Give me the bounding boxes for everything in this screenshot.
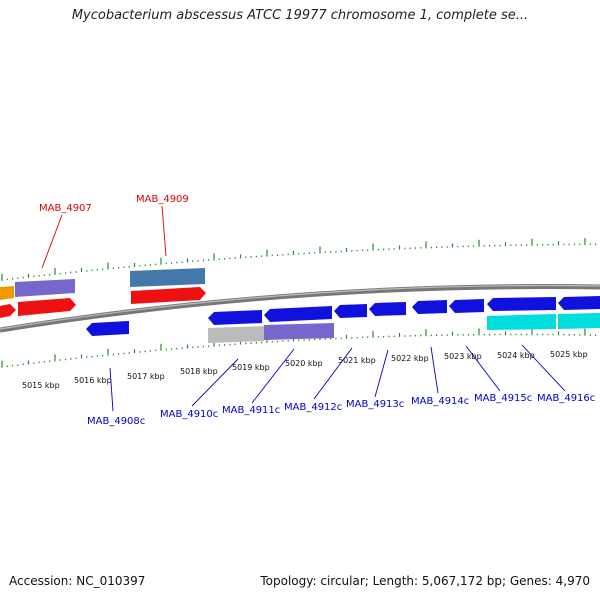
- kbp-label: 5019 kbp: [232, 363, 270, 372]
- kbp-label: 5024 kbp: [497, 351, 535, 360]
- leader-mab-4914c: [430, 346, 439, 394]
- leader-mab-4913c: [374, 349, 389, 398]
- outer-tick-track: [1, 238, 597, 281]
- gene-mab-4915c[interactable]: [449, 299, 484, 313]
- leader-mab-4910c: [191, 358, 239, 407]
- leader-mab-4911c: [251, 348, 295, 404]
- map-title: Mycobacterium abscessus ATCC 19977 chrom…: [71, 8, 529, 23]
- kbp-label: 5023 kbp: [444, 352, 482, 361]
- gene-red-mab-4907[interactable]: [18, 298, 76, 316]
- label-mab-4914c[interactable]: MAB_4914c: [411, 396, 469, 407]
- leader-mab-4912c: [313, 347, 353, 400]
- leader-mab-4915c: [465, 345, 501, 392]
- gene-mab-4916c[interactable]: [487, 297, 556, 311]
- label-mab-4910c[interactable]: MAB_4910c: [160, 409, 218, 420]
- gene-orange[interactable]: [0, 286, 14, 300]
- gene-red-mab-4909[interactable]: [131, 287, 206, 304]
- gene-mab-4908c[interactable]: [86, 321, 129, 336]
- gene-mab-4910c[interactable]: [208, 310, 262, 325]
- genome-summary: Topology: circular; Length: 5,067,172 bp…: [260, 574, 590, 588]
- leader-mab-4909: [161, 205, 167, 257]
- kbp-label: 5017 kbp: [127, 372, 165, 381]
- kbp-label: 5020 kbp: [285, 359, 323, 368]
- accession-label: Accession: NC_010397: [9, 574, 146, 588]
- gene-mab-4914c[interactable]: [412, 300, 447, 314]
- label-mab-4913c[interactable]: MAB_4913c: [346, 399, 404, 410]
- gene-red-left[interactable]: [0, 304, 16, 318]
- label-mab-4909[interactable]: MAB_4909: [136, 194, 189, 205]
- gene-purple-top[interactable]: [15, 279, 75, 297]
- leader-mab-4907: [41, 214, 63, 269]
- gene-cyan-1[interactable]: [487, 314, 556, 330]
- gene-grey[interactable]: [208, 326, 264, 343]
- kbp-label: 5016 kbp: [74, 376, 112, 385]
- gene-steel-mab-4909[interactable]: [130, 268, 205, 287]
- gene-cyan-2[interactable]: [558, 313, 600, 329]
- gene-purple-bottom[interactable]: [264, 323, 334, 340]
- gene-mab-4913c[interactable]: [369, 302, 406, 316]
- leader-mab-4916c: [521, 344, 566, 392]
- kbp-label: 5021 kbp: [338, 356, 376, 365]
- kbp-label: 5025 kbp: [550, 350, 588, 359]
- label-mab-4916c[interactable]: MAB_4916c: [537, 393, 595, 404]
- label-mab-4907[interactable]: MAB_4907: [39, 203, 92, 214]
- chromosome-backbone: [0, 284, 600, 333]
- label-mab-4912c[interactable]: MAB_4912c: [284, 402, 342, 413]
- chromosome-backbone-highlight: [0, 284, 600, 330]
- kbp-label: 5022 kbp: [391, 354, 429, 363]
- kbp-label: 5018 kbp: [180, 367, 218, 376]
- leader-mab-4908c: [109, 367, 114, 412]
- label-mab-4911c[interactable]: MAB_4911c: [222, 405, 280, 416]
- kbp-label: 5015 kbp: [22, 381, 60, 390]
- label-mab-4908c[interactable]: MAB_4908c: [87, 416, 145, 427]
- gene-mab-4912c[interactable]: [334, 304, 367, 318]
- label-mab-4915c[interactable]: MAB_4915c: [474, 393, 532, 404]
- inner-tick-track: [1, 328, 597, 368]
- gene-blue-right[interactable]: [558, 296, 600, 310]
- gene-mab-4911c[interactable]: [264, 306, 332, 322]
